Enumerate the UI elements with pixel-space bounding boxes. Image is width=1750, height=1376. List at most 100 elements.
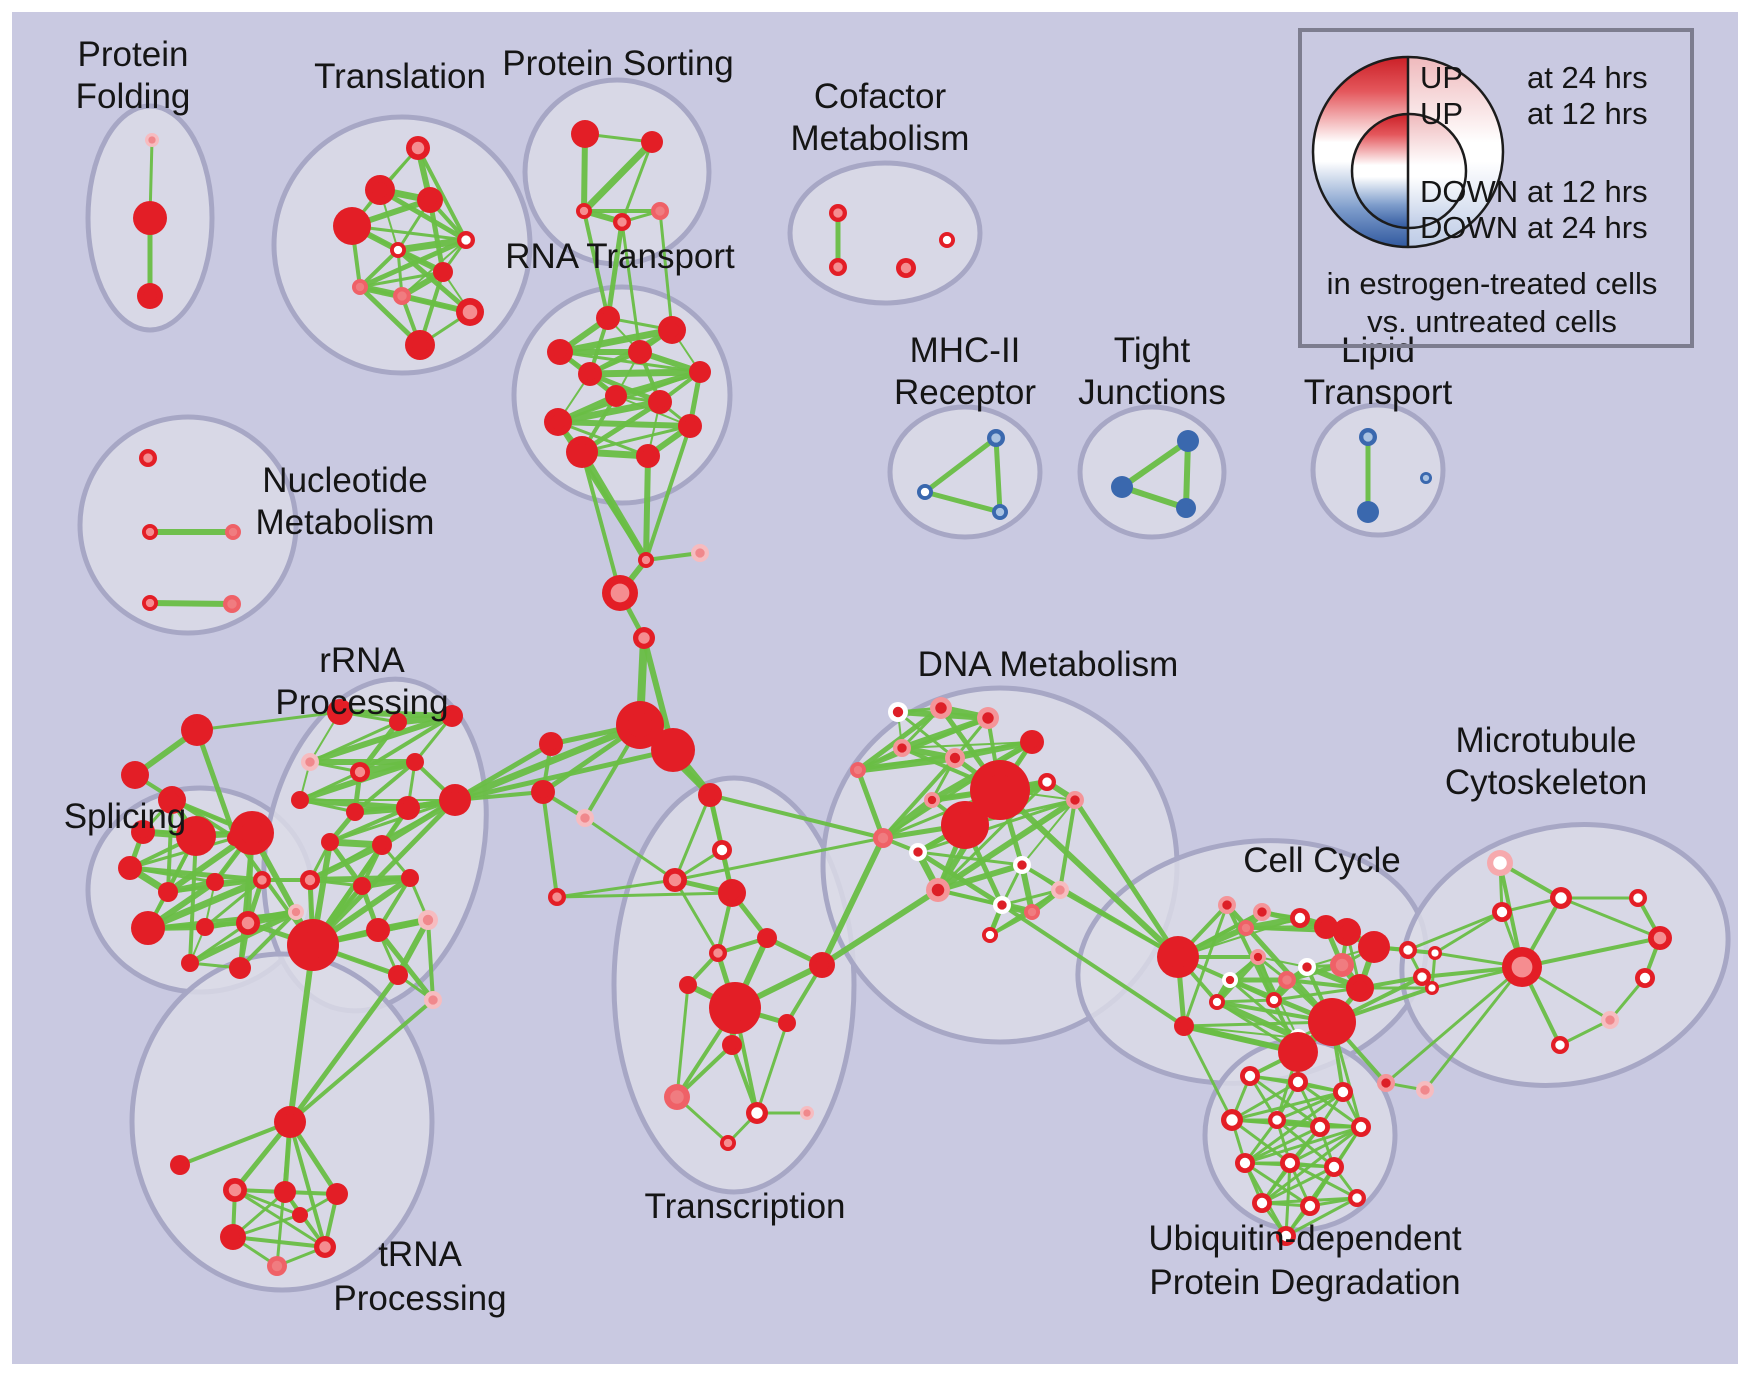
edge: [1230, 1090, 1345, 1122]
node-inner-tx: [670, 1090, 684, 1104]
legend-time-label: at 12 hrs: [1527, 96, 1648, 131]
node-inner-mc: [1605, 1015, 1615, 1025]
edge: [452, 747, 676, 803]
node-inner-rr: [305, 757, 315, 767]
edge: [819, 887, 941, 968]
edge: [1284, 1161, 1292, 1238]
edge: [916, 850, 1024, 867]
node-inner-nm: [227, 599, 237, 609]
edge: [673, 836, 885, 882]
legend-caption-line: in estrogen-treated cells: [1327, 266, 1658, 301]
node-inner-ps: [579, 206, 589, 216]
cluster-label-ub: Protein Degradation: [1149, 1263, 1460, 1302]
cluster-label-tj: Junctions: [1078, 373, 1226, 412]
edge: [307, 842, 385, 883]
node-inner-rr: [371, 923, 385, 937]
edge: [855, 767, 886, 841]
legend-ring-12hr-vivid-half: [1352, 114, 1409, 228]
edge: [1275, 1090, 1345, 1122]
node-inner-sp: [241, 916, 255, 930]
edge: [231, 1235, 327, 1249]
node-inner-mh: [995, 507, 1005, 517]
edge: [936, 780, 1049, 892]
node-inner-tn: [295, 1210, 305, 1220]
node-inner-cc: [1269, 995, 1279, 1005]
node-inner-tj: [1182, 435, 1194, 447]
cluster-label-lt: Transport: [1304, 373, 1453, 412]
edge: [673, 878, 720, 955]
edge: [658, 209, 674, 332]
node-inner-cc: [1287, 1041, 1309, 1063]
node-inner-rr: [357, 881, 367, 891]
node-inner-dm: [927, 795, 937, 805]
edge: [541, 790, 559, 899]
cluster-ellipse-cf: [787, 160, 983, 306]
node-inner-rr: [428, 995, 438, 1005]
node-inner-tj: [1116, 481, 1128, 493]
node-inner-hb: [638, 632, 650, 644]
node-inner-sp: [210, 877, 220, 887]
edge: [997, 787, 1181, 960]
edge: [187, 909, 299, 966]
edge: [582, 209, 610, 320]
cluster-ellipse-tj: [1077, 404, 1227, 540]
node-inner-dm: [1027, 907, 1037, 917]
node-inner-tr: [397, 291, 407, 301]
cluster-ellipse-nm: [77, 414, 299, 636]
edge: [1559, 896, 1662, 940]
node-inner-cc: [1225, 975, 1235, 985]
node-inner-hb: [695, 548, 705, 558]
node-inner-rr: [304, 874, 316, 886]
edge: [1243, 1125, 1363, 1165]
edge: [675, 983, 690, 1099]
node-inner-tx: [761, 932, 773, 944]
node-inner-rt: [683, 419, 697, 433]
node-inner-cc: [1167, 946, 1189, 968]
edge: [819, 835, 886, 968]
edge: [147, 600, 235, 607]
node-inner-tr: [393, 245, 403, 255]
legend: UP at 24 hrs UP at 12 hrs DOWN at 12 hrs DOWN a…: [1298, 28, 1694, 348]
node-inner-sp: [136, 825, 150, 839]
node-inner-tx: [668, 873, 682, 887]
cluster-label-tn: tRNA: [378, 1235, 462, 1274]
node-inner-dm: [892, 706, 904, 718]
edge: [416, 146, 468, 242]
node-inner-hb: [627, 712, 653, 738]
node-inner-rr: [354, 766, 366, 778]
edge: [195, 710, 342, 732]
node-inner-rr: [392, 969, 404, 981]
node-inner-sp: [240, 821, 264, 845]
node-inner-rr: [446, 791, 464, 809]
edge: [915, 849, 1005, 908]
cluster-label-mh: MHC-II: [910, 331, 1021, 370]
node-inner-rr: [446, 710, 458, 722]
node-inner-dm: [1070, 795, 1080, 805]
node-inner-cc: [1302, 962, 1312, 972]
edge: [1243, 1125, 1322, 1165]
node-inner-tn: [331, 1188, 343, 1200]
edge: [855, 705, 944, 773]
cluster-label-tr: Translation: [314, 57, 486, 96]
node-inner-dm: [982, 712, 994, 724]
edge: [952, 739, 1035, 761]
edge: [1520, 936, 1662, 969]
edge: [993, 435, 1003, 515]
node-inner-rt: [653, 395, 667, 409]
node-inner-mc: [1496, 906, 1508, 918]
legend-time-label: at 24 hrs: [1527, 210, 1648, 245]
edge: [1058, 798, 1077, 892]
edge: [127, 865, 265, 883]
node-inner-rr: [295, 795, 305, 805]
node-inner-pf: [141, 209, 159, 227]
cluster-label-lt: Lipid: [1341, 331, 1415, 370]
edge: [1243, 1090, 1345, 1165]
node-inner-mc: [1428, 984, 1436, 992]
node-inner-hb: [580, 813, 590, 823]
legend-time-label: at 24 hrs: [1527, 60, 1648, 95]
edge: [1214, 999, 1301, 1041]
cluster-label-mh: Receptor: [894, 373, 1036, 412]
node-inner-rt: [601, 311, 615, 325]
node-inner-cc: [1365, 938, 1383, 956]
